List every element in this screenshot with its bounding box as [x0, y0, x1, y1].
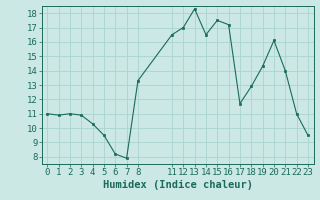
X-axis label: Humidex (Indice chaleur): Humidex (Indice chaleur) [103, 180, 252, 190]
